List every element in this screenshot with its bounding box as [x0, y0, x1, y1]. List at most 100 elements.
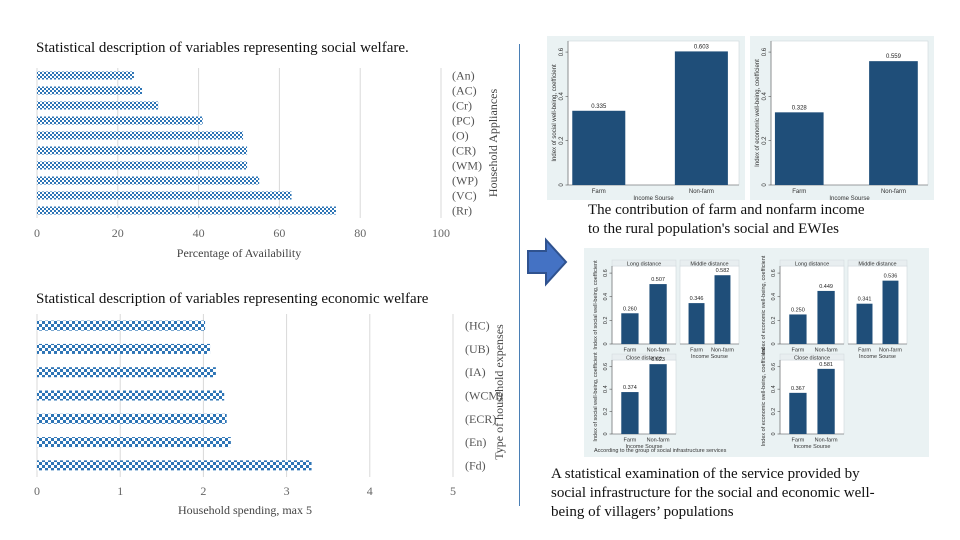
bar [37, 146, 248, 155]
social-welfare-title: Statistical description of variables rep… [36, 40, 409, 56]
x-category-label: Non-farm [879, 348, 902, 354]
bar [714, 275, 731, 344]
bar-value-label: 0.367 [791, 386, 805, 392]
category-label: (CR) [452, 144, 476, 158]
x-category-label: Non-farm [711, 348, 734, 354]
bar-value-label: 0.250 [791, 307, 805, 313]
bar [649, 284, 667, 344]
bar [572, 110, 626, 185]
bar [37, 367, 216, 378]
x-category-label: Non-farm [647, 348, 670, 354]
y-tick-label: 0.6 [771, 269, 777, 277]
y-tick-label: 0.6 [559, 47, 565, 56]
x-category-label: Farm [791, 438, 804, 444]
bar [621, 392, 639, 434]
bar-value-label: 0.346 [690, 296, 704, 302]
bar-panel: 0 0.2 0.4 0.6 Index of social well-being, co… [547, 36, 745, 200]
category-label: (VC) [452, 189, 477, 203]
x-category-label: Non-farm [689, 189, 714, 195]
category-label: (IA) [465, 365, 486, 379]
bar-value-label: 0.581 [819, 362, 833, 368]
subplot-title-bar [611, 353, 677, 361]
y-tick-label: 0 [603, 342, 609, 345]
x-axis-label: Income Sourse [633, 196, 674, 200]
y-axis-label: Index of economic well-being, coefficien… [761, 347, 767, 446]
x-tick-label: 100 [432, 226, 450, 240]
category-label: (PC) [452, 114, 475, 128]
x-category-label: Farm [623, 348, 636, 354]
y-tick-label: 0.6 [603, 269, 609, 277]
subplot-title: Close distance [794, 356, 830, 362]
bar-value-label: 0.341 [858, 297, 872, 303]
caption-line: to the rural population's social and EWI… [588, 221, 839, 237]
income-contribution-caption: The contribution of farm and nonfarm inc… [588, 201, 960, 239]
y-axis-label: Index of social well-being, coefficient [593, 352, 599, 442]
bar [688, 303, 705, 344]
y-axis-label: Type of household expenses [492, 324, 506, 460]
arrow-shape [527, 237, 568, 287]
bar [789, 314, 807, 344]
economic-welfare-title: Statistical description of variables rep… [36, 291, 429, 307]
bar [774, 112, 824, 185]
panel-footnote: According to the group of social infrast… [594, 448, 727, 454]
y-axis-label: Household Appliances [486, 89, 500, 198]
category-label: (Rr) [452, 204, 472, 218]
bar-value-label: 0.603 [694, 44, 710, 50]
bar [674, 51, 728, 185]
y-tick-label: 0.4 [603, 385, 609, 393]
social-income-chart: 0 0.2 0.4 0.6 Index of social well-being, co… [547, 36, 745, 200]
y-tick-label: 0 [559, 183, 565, 187]
x-axis-label: Income Sourse [626, 444, 663, 450]
category-label: (WM) [452, 159, 482, 173]
bar [37, 176, 260, 185]
vertical-divider [519, 44, 520, 506]
caption-line: The contribution of farm and nonfarm inc… [588, 202, 865, 218]
y-tick-label: 0.6 [771, 363, 777, 371]
distance-subplot: Long distance 0 0.2 0.4 0.6 Index of social w… [593, 259, 677, 360]
category-label: (UB) [465, 342, 490, 356]
x-category-label: Non-farm [815, 438, 838, 444]
bar [37, 390, 225, 401]
subplot-title: Long distance [627, 262, 661, 268]
bar [37, 343, 211, 354]
bar-value-label: 0.559 [886, 54, 902, 60]
y-axis-label: Index of economic well-being, coefficien… [761, 255, 767, 354]
right-arrow-icon [527, 237, 568, 287]
y-tick-label: 0.2 [771, 408, 777, 416]
subplot-title: Middle distance [690, 262, 728, 268]
category-label: (ECR) [465, 412, 496, 426]
y-tick-label: 0.2 [762, 136, 768, 145]
category-label: (O) [452, 129, 469, 143]
x-tick-label: 80 [354, 226, 366, 240]
bar-value-label: 0.507 [651, 277, 665, 283]
bar [37, 413, 227, 424]
subplot-title-bar [847, 259, 908, 267]
bar [817, 290, 835, 344]
caption-line: A statistical examination of the service… [551, 466, 860, 482]
bar [649, 364, 667, 434]
bar [37, 131, 244, 140]
expenses-chart: 0 1 2 3 4 5 (HC) (UB) (IA) (WCM) (ECR) (En) (Fd) Hous… [34, 314, 506, 517]
subplot-title-bar [611, 259, 677, 267]
bar-value-label: 0.335 [591, 104, 607, 110]
y-tick-label: 0.6 [762, 47, 768, 56]
caption-line: social infrastructure for the social and… [551, 485, 875, 501]
subplot-title: Close distance [626, 356, 662, 362]
y-tick-label: 0.2 [559, 136, 565, 145]
x-axis-label: Household spending, max 5 [178, 503, 312, 517]
y-tick-label: 0.2 [603, 317, 609, 325]
x-axis-label: Income Sourse [794, 444, 831, 450]
x-tick-label: 4 [367, 484, 373, 498]
x-axis-label: Income Sourse [859, 354, 896, 360]
y-tick-label: 0.2 [771, 317, 777, 325]
appliances-chart: 0 20 40 60 80 100(An)(AC)(Cr)(PC)(O)(CR)(WM)(… [34, 68, 500, 260]
bar-value-label: 0.449 [819, 284, 833, 290]
x-category-label: Non-farm [647, 438, 670, 444]
y-tick-label: 0.4 [762, 92, 768, 101]
x-axis-label: Income Sourse [829, 196, 870, 200]
bar-value-label: 0.536 [884, 274, 898, 280]
x-category-label: Non-farm [815, 348, 838, 354]
y-tick-label: 0.4 [559, 92, 565, 101]
